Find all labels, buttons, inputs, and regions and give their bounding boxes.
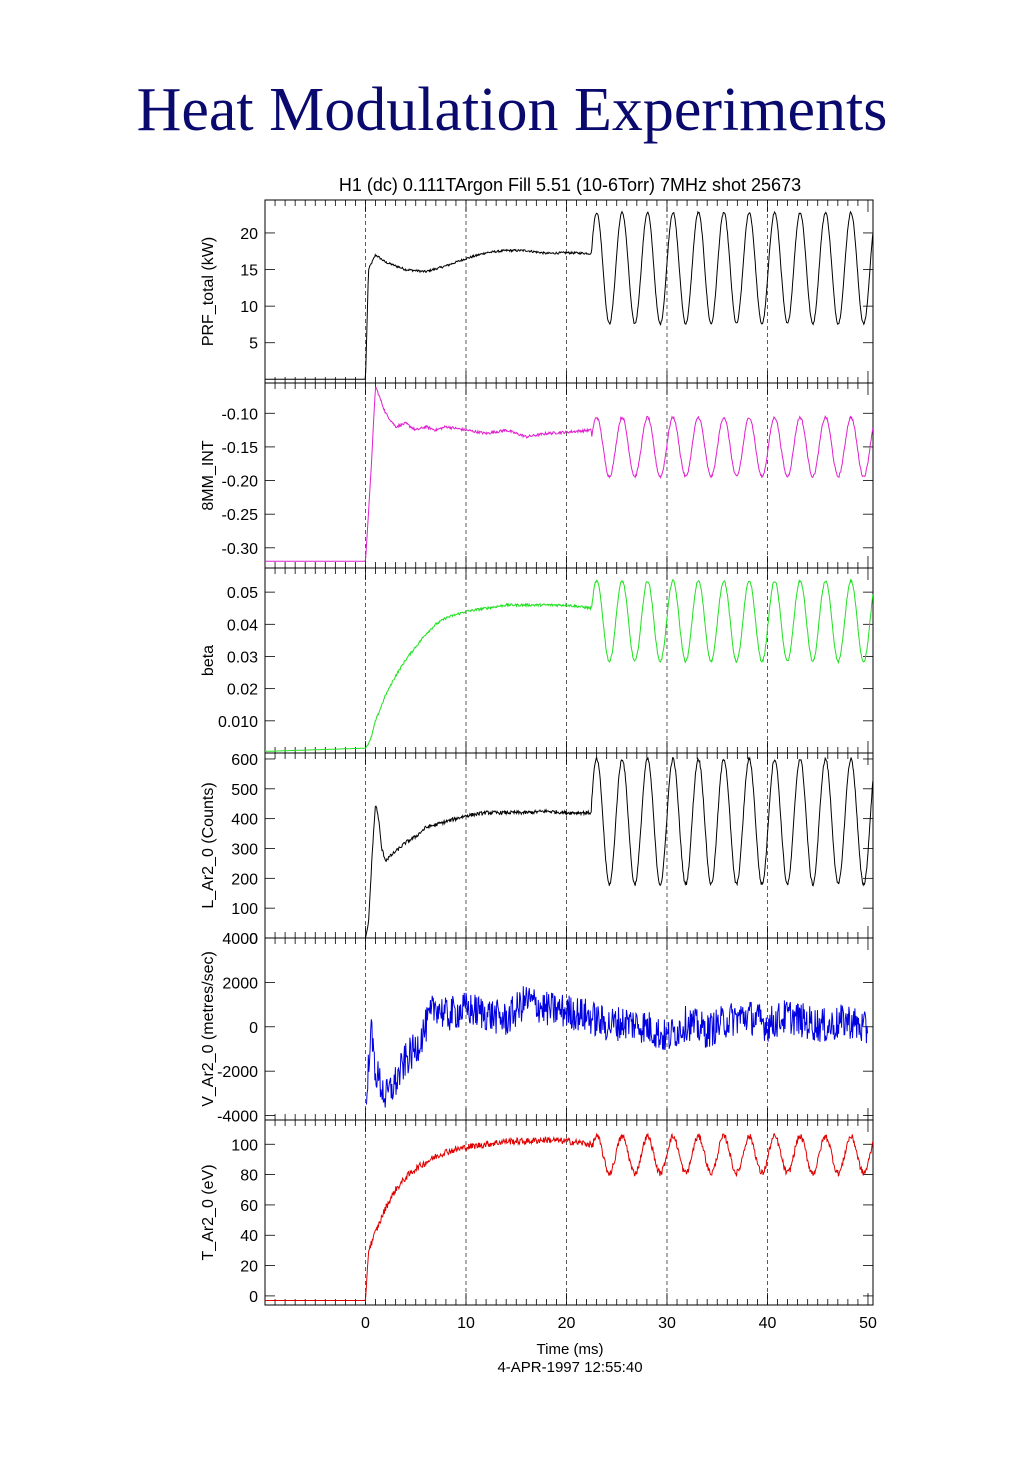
y-tick-label: -0.25 [222,507,259,524]
y-tick-label: -0.15 [222,440,259,457]
y-axis-label: V_Ar2_0 (metres/sec) [200,951,217,1107]
y-tick-label: 400 [231,812,258,829]
y-tick-label: 0.03 [227,649,258,666]
x-axis-label: Time (ms) [537,1341,604,1358]
y-tick-label: -0.20 [222,474,259,491]
y-tick-label: -2000 [217,1064,258,1081]
y-tick-label: 0.04 [227,617,258,634]
x-tick-label: 50 [859,1315,877,1332]
panel-frame [264,199,874,384]
y-tick-label: 100 [231,901,258,918]
y-tick-label: 600 [231,752,258,769]
y-tick-label: 40 [240,1228,258,1245]
series-line [265,578,874,752]
y-tick-label: 4000 [222,931,258,948]
plot-timestamp: 4-APR-1997 12:55:40 [497,1359,642,1376]
y-tick-label: -0.30 [222,541,259,558]
y-tick-label: 100 [231,1137,258,1154]
y-tick-label: 0 [249,1289,258,1306]
series-line [265,386,874,562]
y-axis-label: T_Ar2_0 (eV) [200,1164,217,1260]
y-tick-label: 80 [240,1168,258,1185]
y-tick-label: 20 [240,226,258,243]
x-tick-label: 10 [457,1315,475,1332]
plot-panels: 5 10 15 20 PRF_total (kW) -0.10 -0.15 -0.20 -0.2… [200,199,874,1306]
y-tick-label: 10 [240,299,258,316]
y-tick-label: 0.010 [218,714,258,731]
x-tick-label: 40 [759,1315,777,1332]
y-axis-label: PRF_total (kW) [200,237,217,346]
series-line [265,756,874,939]
y-tick-label: 20 [240,1259,258,1276]
x-tick-label: 0 [361,1315,370,1332]
y-tick-label: 15 [240,263,258,280]
y-tick-label: 200 [231,871,258,888]
x-tick-label: 30 [658,1315,676,1332]
y-tick-label: 60 [240,1198,258,1215]
y-tick-label: 300 [231,841,258,858]
y-tick-label: 2000 [222,975,258,992]
panel-frame [264,937,874,1121]
series-line [366,986,869,1108]
x-axis: 0 10 20 30 40 50 [361,1315,877,1332]
chart-title: H1 (dc) 0.111TArgon Fill 5.51 (10-6Torr)… [339,175,801,195]
panel-frame [264,567,874,754]
y-tick-label: 5 [249,336,258,353]
series-line [265,1132,874,1301]
x-tick-label: 20 [558,1315,576,1332]
y-tick-label: -0.10 [222,406,259,423]
panel-frame [264,752,874,939]
y-tick-label: 0 [249,1020,258,1037]
y-axis-label: L_Ar2_0 (Counts) [200,782,217,908]
y-tick-label: 500 [231,782,258,799]
y-tick-label: 0.05 [227,585,258,602]
panel-frame [264,1119,874,1306]
panel-frame [264,382,874,569]
y-tick-label: -4000 [217,1109,258,1126]
slide-title: Heat Modulation Experiments [136,76,888,144]
y-tick-label: 0.02 [227,682,258,699]
series-line [265,210,874,380]
y-tick-label: 0 [249,931,258,948]
y-axis-label: 8MM_INT [200,440,217,510]
y-axis-label: beta [200,645,217,676]
